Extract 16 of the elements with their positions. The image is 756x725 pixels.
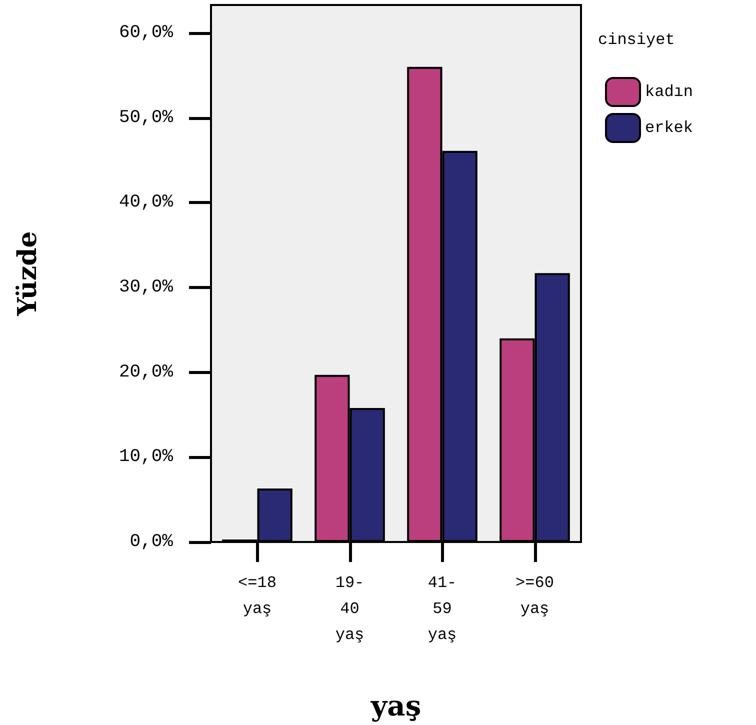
legend-label: erkek [645, 119, 694, 137]
x-tick-label: <=18 yaş [238, 574, 276, 618]
y-tick-label: 40,0% [118, 192, 174, 213]
legend-label: kadın [645, 83, 694, 101]
x-tick-label: 19-40 yaş [335, 574, 364, 644]
x-axis-title: yaş [370, 690, 422, 722]
legend-title: cinsiyet [598, 31, 675, 49]
y-tick-label: 30,0% [118, 278, 174, 298]
y-tick-label: 50,0% [118, 108, 174, 128]
y-tick-label: 10,0% [118, 447, 174, 468]
y-tick-label: 0,0% [130, 532, 174, 552]
y-axis-title: Yüzde [13, 231, 43, 317]
y-tick-label: 60,0% [118, 22, 174, 43]
x-tick-label: 41-59 yaş [428, 574, 457, 644]
x-tick-label: >=60 yaş [516, 574, 554, 618]
y-tick-label: 20,0% [118, 362, 174, 382]
